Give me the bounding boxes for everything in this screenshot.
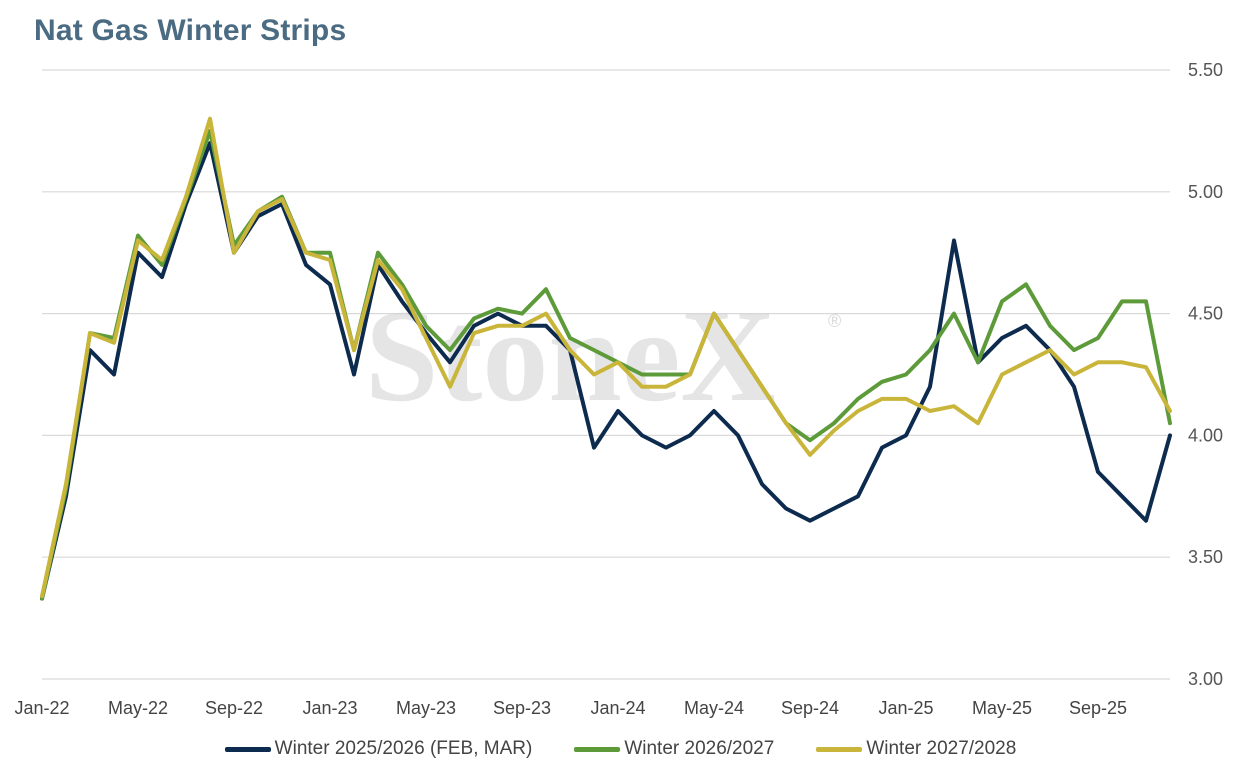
y-tick-label: 5.50 (1188, 60, 1223, 80)
x-tick-label: Sep-23 (493, 698, 551, 718)
series-line (40, 116, 1172, 599)
legend-label: Winter 2025/2026 (FEB, MAR) (274, 738, 533, 759)
legend-item-winter-2026-2027: Winter 2026/2027 (574, 738, 774, 760)
grid-lines (42, 69, 1170, 680)
x-tick-label: Jan-25 (878, 698, 933, 718)
legend-swatch (224, 746, 271, 752)
y-tick-label: 5.00 (1188, 182, 1223, 202)
legend-label: Winter 2026/2027 (624, 738, 775, 759)
x-tick-label: May-22 (108, 698, 168, 718)
series-lines (40, 116, 1172, 601)
y-tick-label: 4.00 (1188, 425, 1223, 445)
legend-swatch (574, 746, 621, 752)
legend-item-winter-2027-2028: Winter 2027/2028 (816, 738, 1016, 760)
x-tick-label: Sep-24 (781, 698, 839, 718)
x-tick-label: Sep-22 (205, 698, 263, 718)
x-tick-label: May-25 (972, 698, 1032, 718)
chart-title: Nat Gas Winter Strips (34, 14, 347, 47)
legend: Winter 2025/2026 (FEB, MAR) Winter 2026/… (0, 738, 1241, 760)
y-tick-label: 3.50 (1188, 547, 1223, 567)
x-tick-label: Jan-23 (302, 698, 357, 718)
y-tick-label: 3.00 (1188, 669, 1223, 689)
x-axis-ticks: Jan-22 May-22 Sep-22 Jan-23 May-23 Sep-23 Jan-… (14, 698, 1127, 718)
x-tick-label: Jan-22 (14, 698, 69, 718)
x-tick-label: Jan-24 (590, 698, 645, 718)
legend-swatch (816, 746, 863, 752)
legend-item-winter-2025-2026: Winter 2025/2026 (FEB, MAR) (224, 738, 533, 760)
x-tick-label: Sep-25 (1069, 698, 1127, 718)
registered-mark: ® (828, 311, 841, 331)
x-tick-label: May-23 (396, 698, 456, 718)
legend-label: Winter 2027/2028 (866, 738, 1017, 759)
y-axis-ticks: 3.00 3.50 4.00 4.50 5.00 5.50 (1188, 60, 1223, 689)
x-tick-label: May-24 (684, 698, 744, 718)
y-tick-label: 4.50 (1188, 304, 1223, 324)
